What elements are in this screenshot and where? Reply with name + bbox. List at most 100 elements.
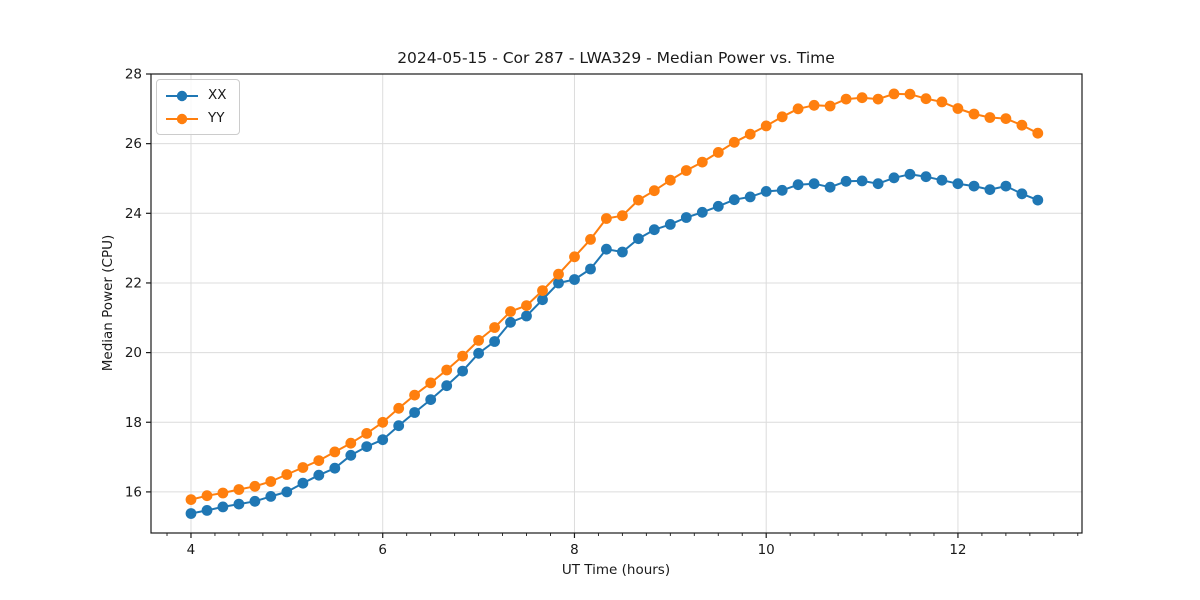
legend-swatch-icon [166,90,198,101]
x-axis-label: UT Time (hours) [561,562,671,578]
data-point [968,108,980,120]
chart-title: 2024-05-15 - Cor 287 - LWA329 - Median P… [397,49,835,67]
data-point [920,171,932,183]
data-point [968,180,980,192]
data-point [888,88,900,100]
data-point [680,165,692,176]
data-point [537,285,548,296]
data-point [633,194,644,206]
data-point [808,178,820,190]
data-point [840,175,852,187]
data-point [217,487,229,499]
legend-item-YY: YY [165,108,227,129]
data-point [361,441,373,452]
y-tick-label: 22 [125,275,142,291]
x-tick-label: 4 [187,542,196,558]
data-point [313,469,325,481]
data-point [840,93,852,105]
data-point [648,224,660,236]
data-point [201,490,213,502]
data-point [744,128,756,140]
data-point [936,174,948,186]
data-point [361,428,373,439]
legend-label: XX [208,86,227,103]
data-point [680,212,692,223]
y-tick-label: 26 [125,136,142,152]
data-point [1016,188,1028,200]
data-point [872,93,884,105]
ticks: 4 6 8 10 12 16 18 20 22 24 26 28 [125,67,1079,558]
data-point [904,168,916,180]
data-point [792,103,804,115]
data-point [473,347,484,359]
x-tick-label: 6 [378,542,387,558]
data-point [696,156,708,168]
data-point [217,501,229,513]
data-point [185,494,197,505]
x-tick-label: 10 [758,542,775,558]
data-point [601,213,612,224]
data-point [1032,127,1044,139]
data-point [441,380,453,392]
series-line [190,92,1039,501]
data-point [952,178,964,190]
y-tick-label: 20 [125,345,142,361]
x-tick-label: 8 [570,542,579,558]
data-point [425,394,437,405]
data-point [297,477,309,489]
data-point [633,233,644,245]
data-point [345,449,357,461]
data-point [537,294,548,306]
data-point [824,181,836,193]
data-point [329,446,341,458]
legend: XX YY [156,79,240,135]
data-point [201,505,213,516]
data-point [249,495,261,507]
data-point [617,210,628,222]
data-point [489,322,500,333]
y-tick-label: 16 [125,484,142,500]
data-point [521,310,532,322]
data-point [569,251,580,263]
data-point [473,335,484,346]
data-point [297,462,309,473]
data-point [409,407,420,418]
data-point [585,263,596,275]
data-point [1032,194,1044,206]
data-point [457,365,468,377]
data-point [425,377,437,389]
data-point [664,219,676,230]
data-point [952,103,964,114]
data-point [233,498,245,510]
data-point [585,234,596,245]
data-point [393,402,405,414]
data-point [760,186,772,197]
data-point [776,111,788,123]
data-point [856,92,868,104]
data-point [728,136,740,148]
data-point [265,491,277,502]
data-point [569,274,580,285]
data-point [808,99,820,111]
legend-item-XX: XX [165,85,227,106]
data-point [617,246,628,258]
data-point [776,184,788,196]
data-point [409,389,420,401]
data-point [377,416,389,428]
data-point [185,508,197,519]
data-point [760,120,772,132]
data-point [856,175,868,187]
data-point [441,364,453,376]
data-point [712,147,724,158]
data-point [505,316,516,328]
data-point [728,194,740,206]
data-point [553,268,564,280]
data-point [329,462,341,474]
data-point [281,469,293,480]
data-point [904,88,916,100]
data-point [1016,119,1028,131]
data-point [744,191,756,203]
data-point [345,437,357,449]
data-point [553,277,564,289]
